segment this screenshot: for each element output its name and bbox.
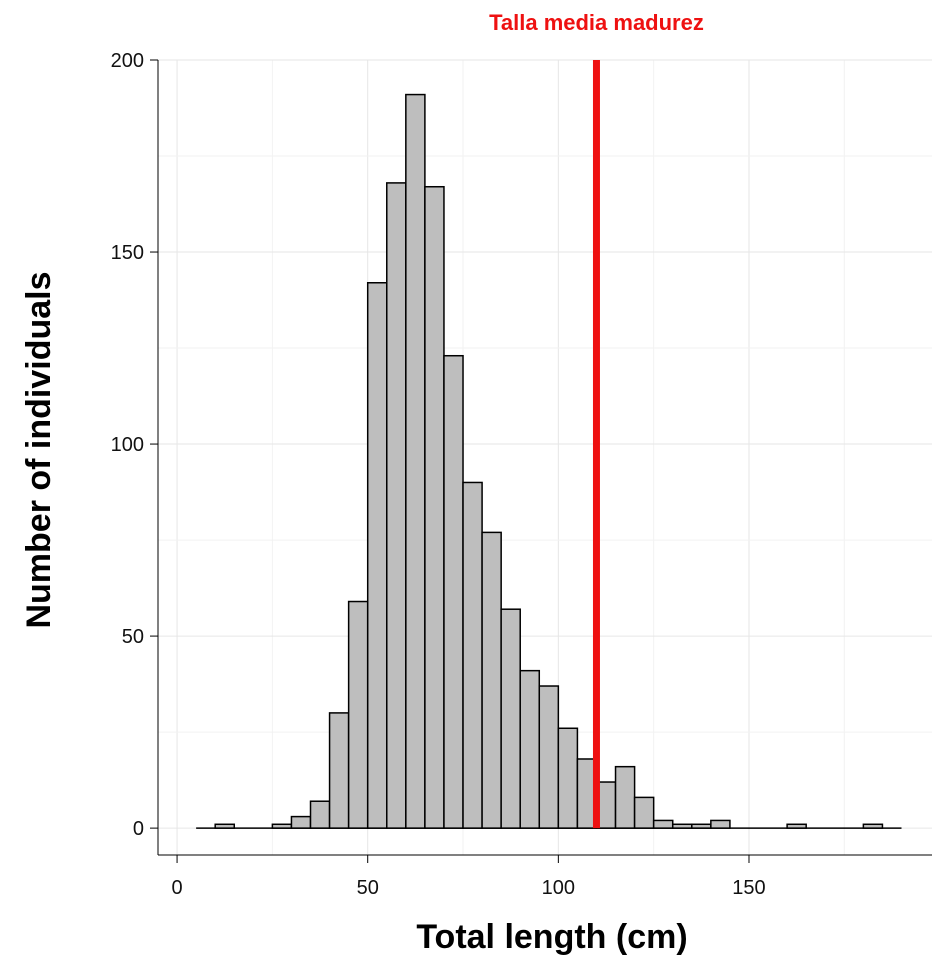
- histogram-bar: [271, 823, 293, 829]
- histogram-bar: [443, 354, 464, 829]
- x-tick-label: 150: [732, 877, 765, 899]
- y-tick-label: 200: [111, 50, 144, 72]
- histogram-bar: [347, 600, 369, 829]
- x-tick-label: 100: [542, 877, 575, 899]
- histogram-bar: [309, 800, 331, 829]
- histogram-bar: [462, 481, 483, 829]
- y-tick-label: 0: [133, 818, 144, 840]
- x-tick-label: 0: [172, 877, 183, 899]
- y-axis-title: Number of individuals: [20, 271, 58, 628]
- histogram-bar: [386, 182, 407, 829]
- histogram-bar: [519, 669, 541, 829]
- histogram-bar: [691, 823, 712, 829]
- reference-line-group: Talla media madurez: [489, 10, 704, 829]
- histogram-bar: [538, 685, 560, 829]
- histogram-bar: [862, 823, 884, 829]
- histogram-bar: [786, 823, 807, 829]
- histogram-bar: [500, 608, 521, 829]
- maturity-annotation: Talla media madurez: [489, 10, 704, 35]
- histogram-bar: [290, 815, 312, 829]
- x-tick-label: 50: [357, 877, 379, 899]
- histogram-bars: [196, 93, 902, 829]
- histogram-bar: [424, 185, 445, 829]
- histogram-bar: [652, 819, 674, 829]
- histogram-bar: [633, 796, 655, 829]
- histogram-bar: [614, 765, 636, 829]
- y-tick-label: 150: [111, 242, 144, 264]
- axes: 0 50 100 150 200 0 50 100 150: [111, 50, 932, 899]
- histogram-bar: [214, 823, 236, 829]
- histogram-bar: [328, 712, 350, 829]
- x-axis-title: Total length (cm): [416, 918, 687, 956]
- histogram-bar: [557, 727, 579, 829]
- y-tick-label: 100: [111, 434, 144, 456]
- y-tick-label: 50: [122, 626, 144, 648]
- histogram-bar: [481, 531, 502, 829]
- histogram-bar: [671, 823, 693, 829]
- histogram-bar: [405, 93, 426, 829]
- histogram-bar: [710, 819, 731, 829]
- histogram-bar: [366, 282, 388, 829]
- grid: [158, 59, 932, 855]
